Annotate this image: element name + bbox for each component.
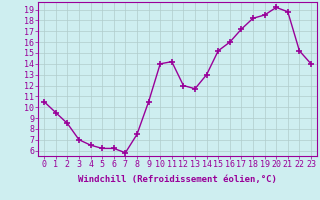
X-axis label: Windchill (Refroidissement éolien,°C): Windchill (Refroidissement éolien,°C)	[78, 175, 277, 184]
